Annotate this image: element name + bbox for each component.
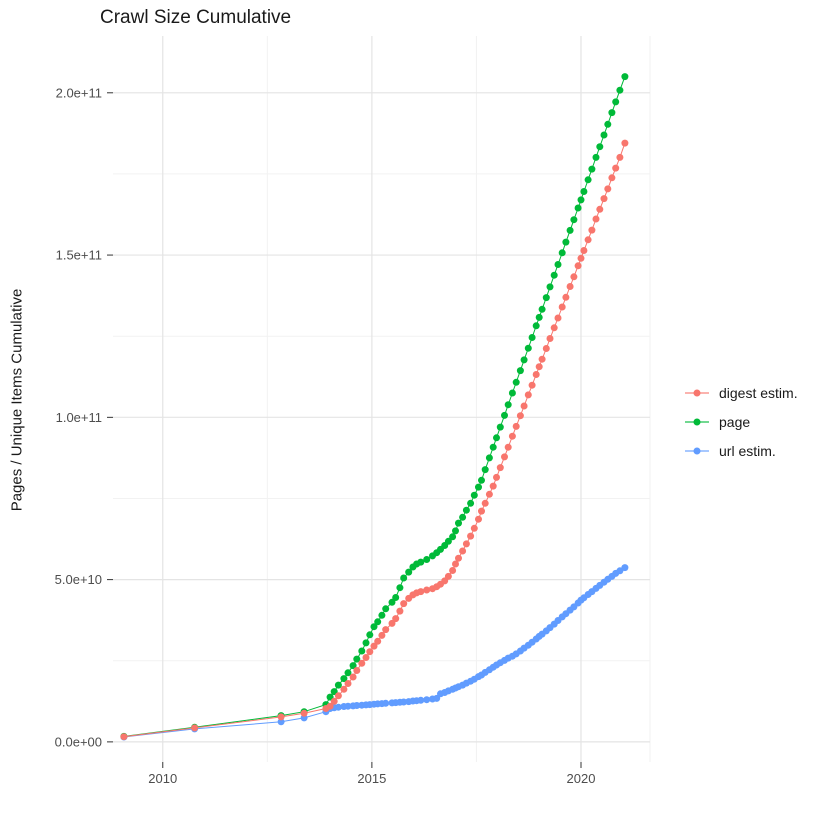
legend-label: url estim.	[719, 442, 776, 459]
axis-ticks	[107, 92, 582, 768]
gridlines-minor	[113, 36, 651, 762]
x-tick-label: 2010	[148, 771, 177, 786]
y-tick-label: 5.0e+10	[55, 572, 102, 587]
y-tick-label: 0.0e+00	[55, 734, 102, 749]
series-page	[120, 73, 629, 740]
legend-item: page	[684, 407, 798, 436]
legend-item: url estim.	[684, 436, 798, 465]
series-url-estim	[120, 564, 629, 741]
legend-label: page	[719, 413, 751, 430]
series-digest-estim	[120, 139, 629, 741]
y-axis-labels: 0.0e+00 5.0e+10 1.0e+11 1.5e+11 2.0e+11	[55, 85, 102, 749]
chart-title: Crawl Size Cumulative	[100, 7, 292, 28]
legend-key-icon	[685, 418, 709, 425]
x-axis-labels: 2010 2015 2020	[148, 771, 595, 786]
legend-key-icon	[685, 447, 709, 454]
legend-label: digest estim.	[719, 384, 798, 401]
legend-item: digest estim.	[684, 378, 798, 407]
y-tick-label: 2.0e+11	[56, 85, 102, 100]
x-tick-label: 2015	[357, 771, 386, 786]
legend-key-icon	[685, 389, 709, 396]
gridlines-major	[113, 36, 650, 762]
y-tick-label: 1.0e+11	[56, 410, 102, 425]
legend: digest estim. page url estim.	[684, 378, 798, 465]
y-tick-label: 1.5e+11	[56, 248, 102, 263]
x-tick-label: 2020	[567, 771, 596, 786]
